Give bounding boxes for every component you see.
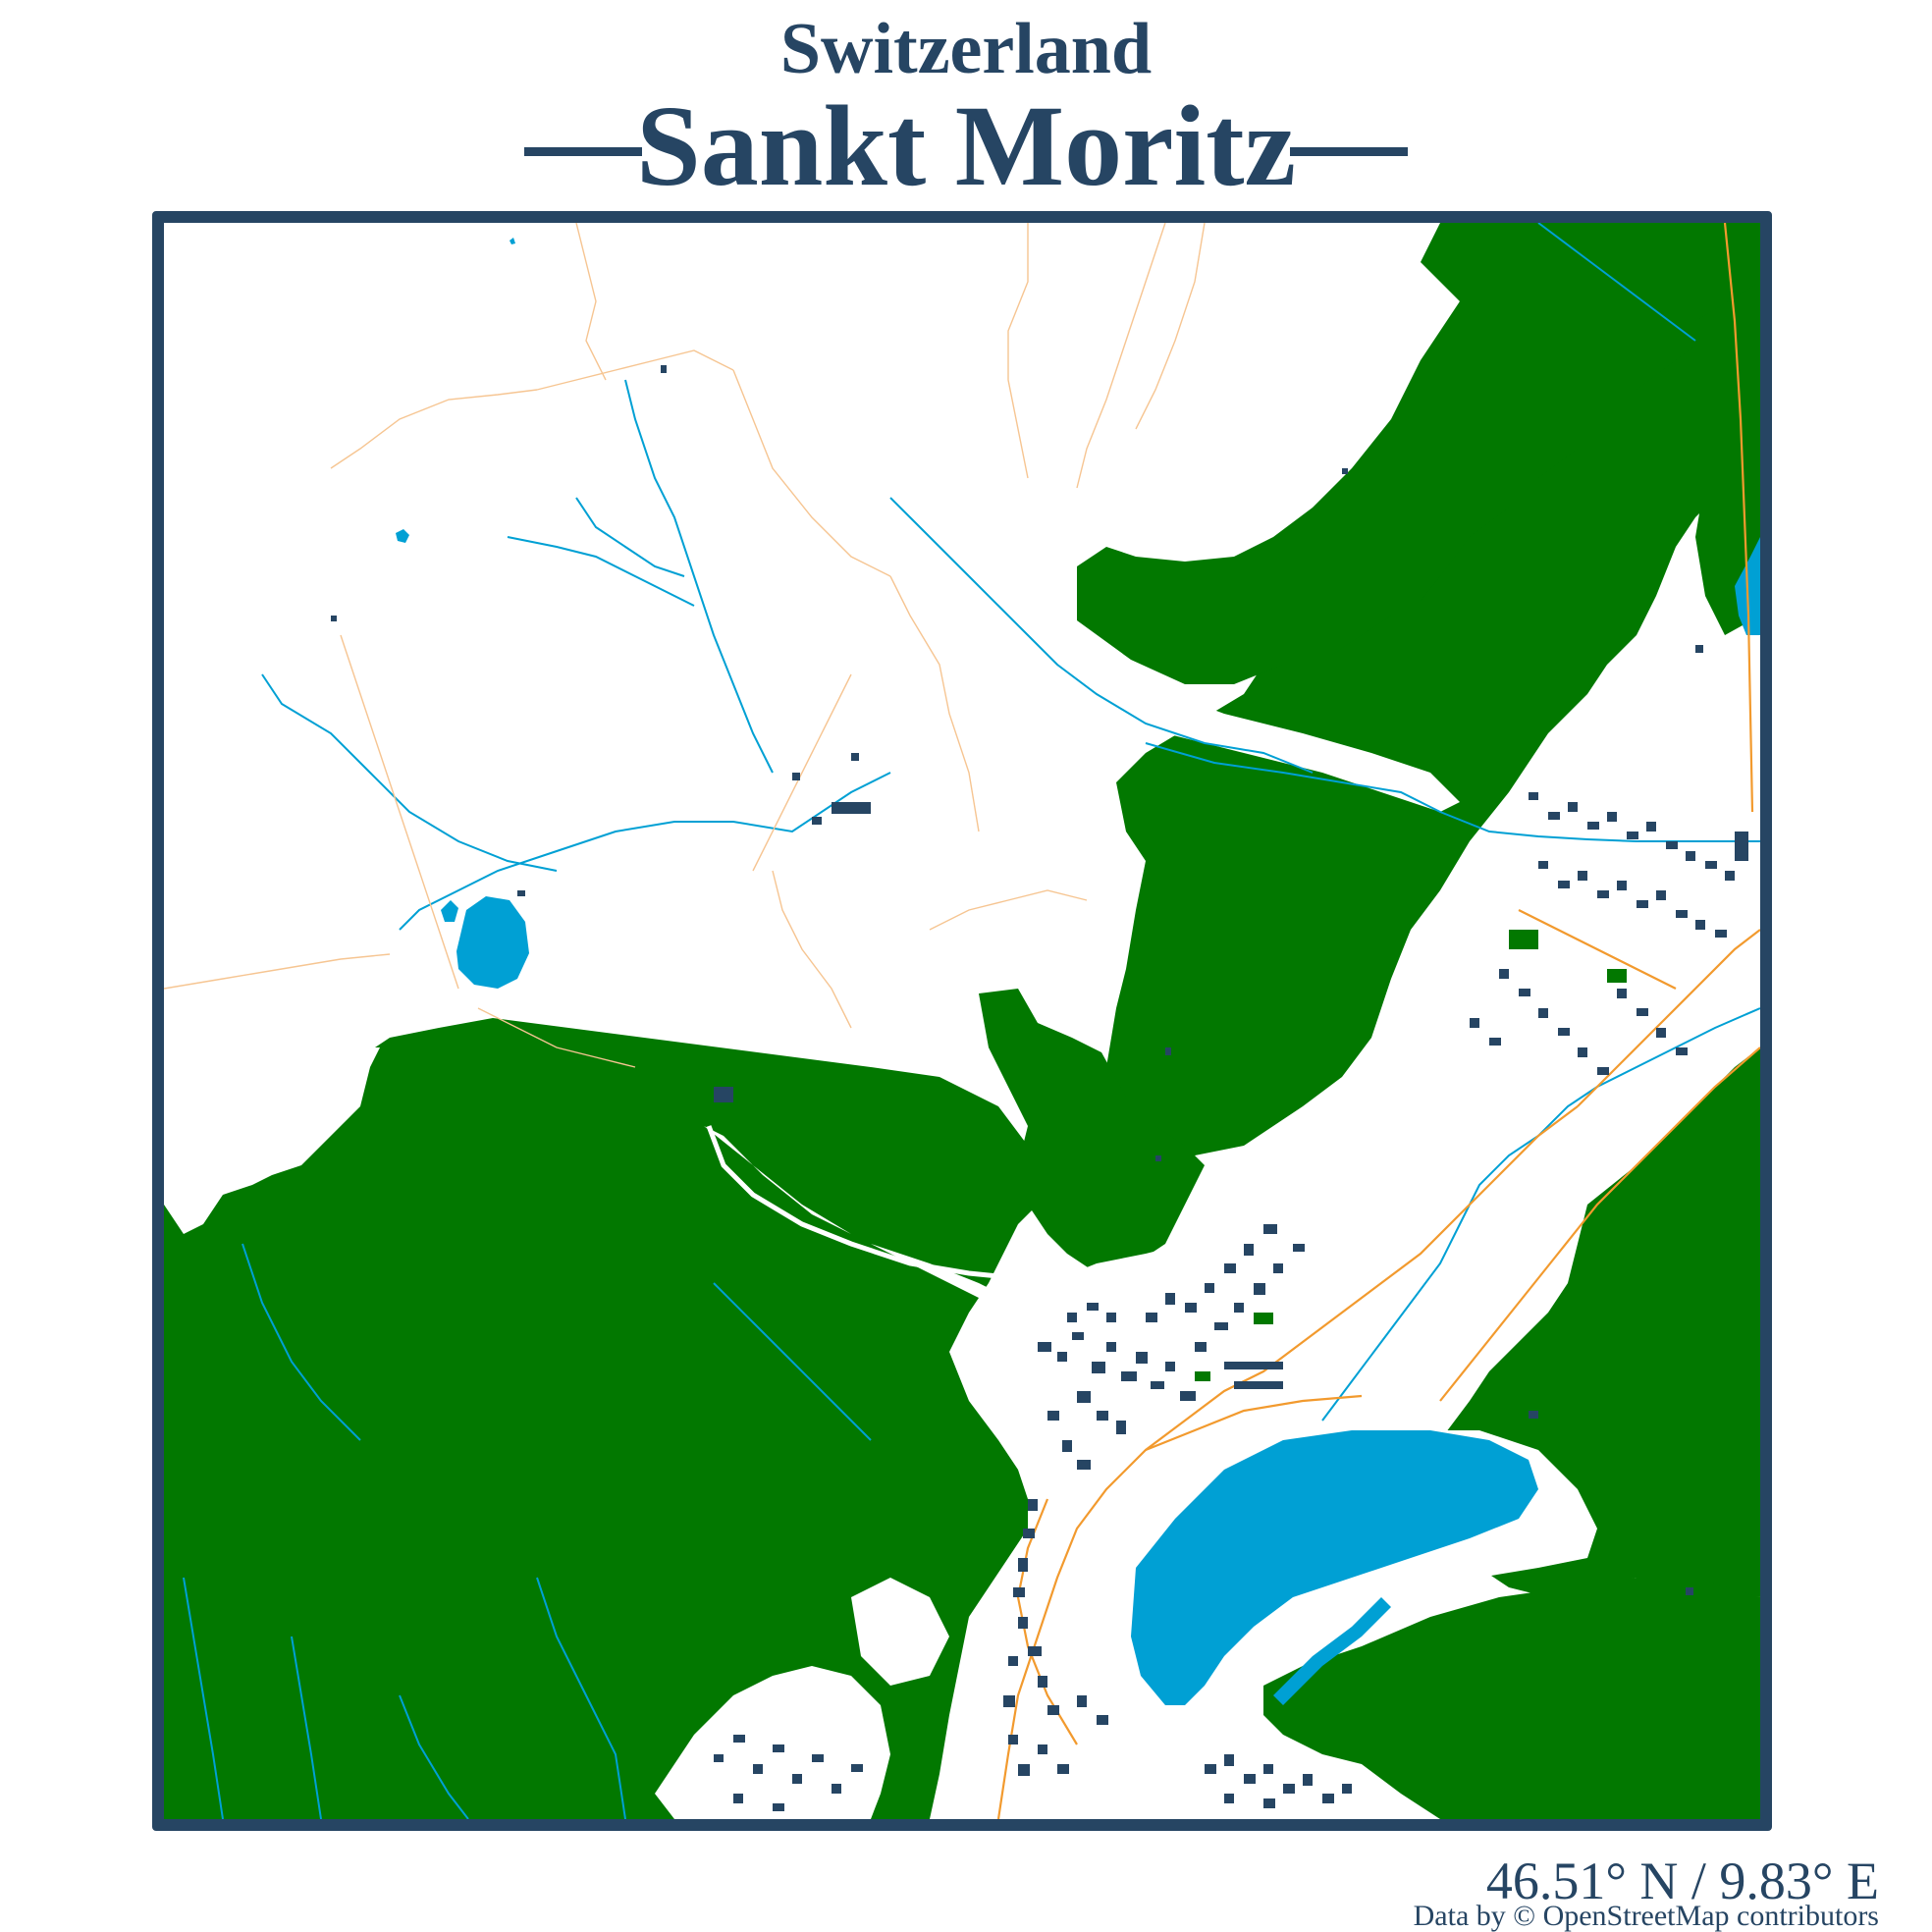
lake-st-moritz <box>1131 1430 1538 1705</box>
trail-layer <box>164 223 1206 1068</box>
clearing-north-valley <box>1077 635 1460 812</box>
trail-13 <box>929 889 1088 931</box>
map-frame[interactable] <box>152 211 1772 1831</box>
trail-12 <box>772 870 852 1029</box>
town-champfer <box>1205 1754 1352 1808</box>
map-attribution: Data by © OpenStreetMap contributors <box>1413 1900 1879 1932</box>
road-village <box>1518 909 1677 990</box>
trail-10 <box>1135 223 1206 430</box>
map-title-country: Switzerland <box>779 9 1153 89</box>
scattered-huts <box>331 365 1703 1595</box>
clearing-cable-route <box>704 1126 1018 1313</box>
stream-tributary-2 <box>507 536 695 607</box>
town-celerina <box>1470 792 1748 1075</box>
stream-central <box>624 379 774 774</box>
trail-1 <box>164 953 391 990</box>
trail-9 <box>1076 223 1166 489</box>
road-north <box>1577 929 1760 1107</box>
road-lake-north <box>1145 1394 1363 1452</box>
town-suvretta <box>714 1735 863 1811</box>
road-east-ridge <box>1723 223 1754 813</box>
park-3 <box>1254 1313 1273 1324</box>
stream-upper-right <box>1537 223 1696 342</box>
park-1 <box>1509 930 1538 949</box>
pond-small-west <box>396 529 409 543</box>
forest-layer <box>164 223 1760 1819</box>
cable-line <box>706 1125 1019 1281</box>
forest-central-patch <box>979 989 1205 1273</box>
trail-11 <box>752 673 852 872</box>
forest-north-strip <box>1077 223 1760 684</box>
trail-4 <box>575 223 607 381</box>
clearing-south-west <box>655 1666 890 1819</box>
lake-north-west <box>456 896 529 989</box>
stream-east-valley <box>1145 742 1760 842</box>
stream-forest-2 <box>713 1282 872 1441</box>
clearing-east-valley <box>1489 1087 1607 1234</box>
road-inn-line <box>1439 1046 1760 1402</box>
map-coordinates: 46.51° N / 9.83° E <box>1485 1852 1879 1910</box>
clearing-west-edge <box>164 1155 174 1165</box>
park-2 <box>1607 969 1627 983</box>
park-layer <box>1195 930 1627 1381</box>
trail-7 <box>889 575 980 832</box>
map-title-city-label: Sankt Moritz <box>636 81 1296 210</box>
stream-tributary-1 <box>575 497 685 577</box>
stream-sw-3 <box>399 1694 469 1819</box>
lake-small-tarn <box>441 900 458 922</box>
cable-line-layer <box>706 1125 1019 1281</box>
stream-sw-1 <box>183 1577 224 1819</box>
trail-8 <box>1007 223 1029 479</box>
trail-14 <box>477 1007 636 1068</box>
map-canvas[interactable] <box>164 223 1760 1819</box>
stream-sw-4 <box>536 1577 626 1819</box>
stream-west-main <box>261 673 558 872</box>
trail-6 <box>732 369 891 577</box>
road-main-valley <box>996 1105 1579 1819</box>
forest-south-west <box>164 1018 1047 1819</box>
clearing-town-north <box>1450 733 1760 1126</box>
forest-north-east-edge <box>1695 282 1760 635</box>
river-inn-channel <box>1273 1597 1391 1705</box>
trail-3 <box>330 389 538 469</box>
forest-south-east <box>1263 1578 1760 1819</box>
town-st-moritz-bad <box>1003 1499 1108 1776</box>
buildings-layer <box>331 365 1748 1811</box>
water-layer <box>396 238 1760 1705</box>
trail-5 <box>536 349 734 391</box>
stream-sw-2 <box>291 1636 322 1819</box>
title-right-dash <box>1289 147 1408 157</box>
pond-tiny-north <box>510 238 515 244</box>
trail-2 <box>340 634 459 990</box>
stream-forest-1 <box>242 1243 361 1441</box>
forest-east-main <box>1097 223 1760 1165</box>
town-st-moritz-dorf <box>1038 1224 1305 1470</box>
stream-inn-south <box>1321 1007 1760 1422</box>
title-left-dash <box>524 147 643 157</box>
stream-northeast <box>889 497 1314 774</box>
map-title-city: Sankt Moritz <box>0 82 1932 210</box>
park-4 <box>1195 1371 1210 1381</box>
clearing-south-mid <box>851 1578 949 1686</box>
